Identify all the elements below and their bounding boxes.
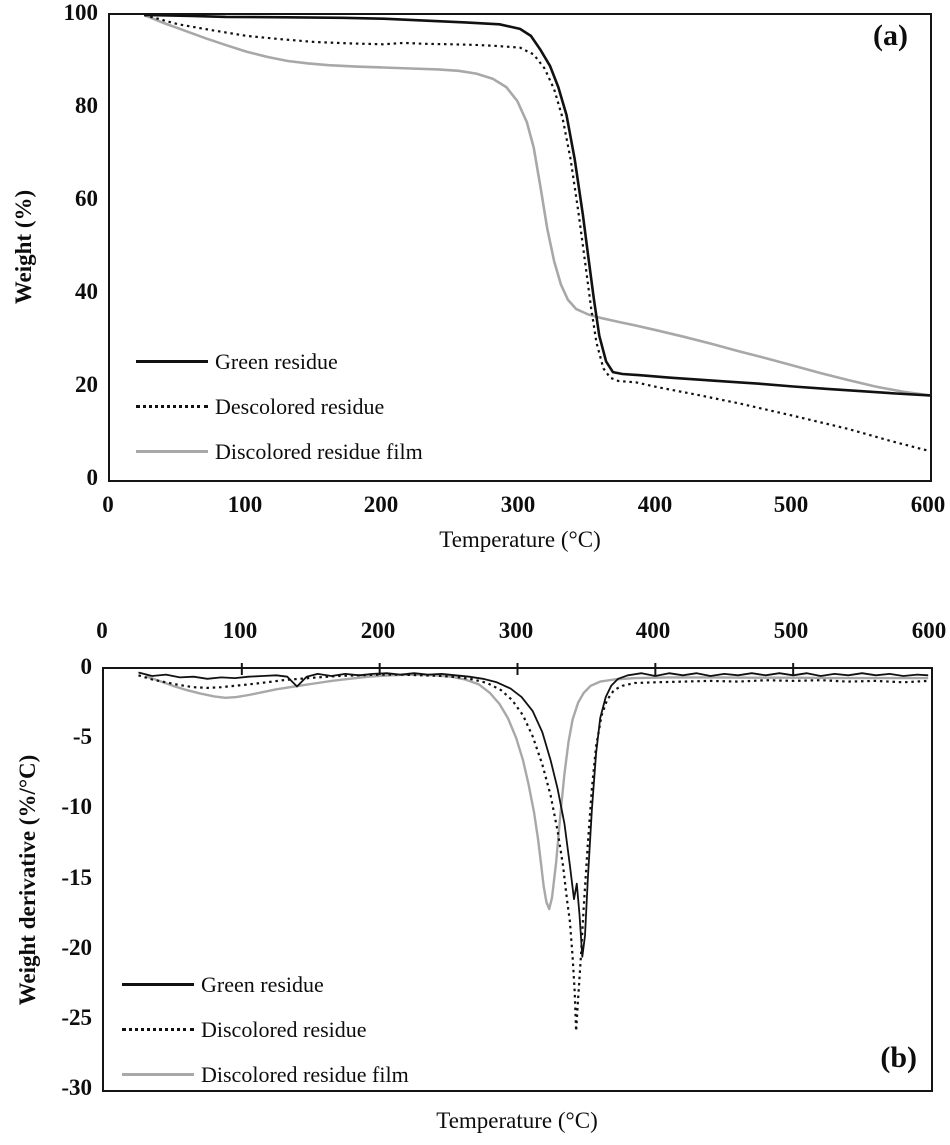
- y-tick-label: -20: [61, 935, 92, 960]
- series-descolored-residue: [143, 13, 931, 453]
- y-tick-label: 20: [75, 372, 98, 397]
- legend-line-sample: [122, 1028, 194, 1031]
- panel-b-label: (b): [880, 1041, 917, 1074]
- panel-a-y-axis-title: Weight (%): [11, 189, 36, 305]
- y-tick-label: -15: [61, 865, 92, 890]
- x-tick-label: 500: [773, 618, 809, 643]
- legend-line-sample: [136, 450, 208, 453]
- legend-label: Discolored residue: [201, 1016, 367, 1042]
- series-discolored-residue: [138, 673, 929, 1033]
- y-tick-label: -10: [61, 794, 92, 819]
- x-tick-label: 100: [222, 618, 258, 643]
- legend-entry: Green residue: [136, 339, 423, 384]
- x-tick-label: 600: [911, 618, 947, 643]
- legend-label: Discolored residue film: [201, 1061, 409, 1087]
- y-tick-label: 100: [63, 0, 99, 25]
- y-tick-label: -5: [72, 724, 92, 749]
- series-discolored-residue-film: [144, 673, 929, 911]
- legend-line-sample: [122, 1073, 194, 1076]
- legend-label: Descolored residue: [215, 393, 385, 419]
- x-tick-label: 0: [96, 618, 108, 643]
- x-tick-label: 400: [637, 492, 673, 517]
- series-discolored-residue-film: [143, 13, 931, 397]
- y-tick-label: -25: [61, 1005, 92, 1030]
- legend-line-sample: [136, 405, 208, 408]
- x-tick-label: 400: [635, 618, 671, 643]
- panel-a-plot-area: Green residue Descolored residue Discolore…: [108, 13, 932, 482]
- x-tick-label: 0: [102, 492, 114, 517]
- panel-b-legend: Green residue Discolored residue Discolore…: [122, 962, 409, 1097]
- x-tick-label: 600: [910, 492, 946, 517]
- panel-a-legend: Green residue Descolored residue Discolore…: [136, 339, 423, 474]
- panel-a-x-axis-title: Temperature (°C): [439, 527, 601, 552]
- panel-b-curves: [138, 663, 929, 1033]
- x-tick-label: 200: [363, 492, 399, 517]
- legend-entry: Green residue: [122, 962, 409, 1007]
- x-tick-label: 300: [498, 618, 534, 643]
- legend-label: Discolored residue film: [215, 438, 423, 464]
- y-tick-label: 60: [75, 186, 98, 211]
- x-tick-label: 300: [500, 492, 536, 517]
- legend-label: Green residue: [215, 348, 338, 374]
- panel-b-x-axis-title: Temperature (°C): [436, 1108, 598, 1133]
- x-tick-label: 200: [360, 618, 396, 643]
- panel-a-label: (a): [873, 19, 908, 52]
- series-green-residue: [144, 13, 931, 397]
- panel-a-curves: [143, 13, 931, 453]
- x-tick-label: 100: [227, 492, 263, 517]
- legend-label: Green residue: [201, 971, 324, 997]
- legend-entry: Discolored residue film: [122, 1052, 409, 1097]
- y-tick-label: 40: [75, 279, 98, 304]
- y-tick-label: 0: [80, 654, 93, 679]
- legend-line-sample: [136, 360, 208, 363]
- legend-entry: Descolored residue: [136, 384, 423, 429]
- y-tick-label: 80: [75, 93, 98, 118]
- y-tick-label: 0: [86, 465, 99, 490]
- y-tick-label: -30: [61, 1075, 92, 1100]
- series-green-residue: [138, 671, 929, 958]
- panel-b-plot-area: Green residue Discolored residue Discolore…: [102, 663, 933, 1092]
- legend-entry: Discolored residue film: [136, 429, 423, 474]
- legend-entry: Discolored residue: [122, 1007, 409, 1052]
- x-tick-label: 500: [773, 492, 809, 517]
- legend-line-sample: [122, 983, 194, 986]
